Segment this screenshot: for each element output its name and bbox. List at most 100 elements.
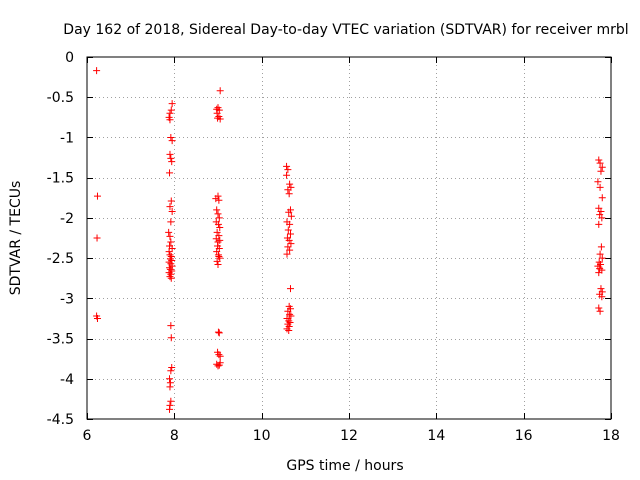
data-point	[93, 67, 101, 75]
data-point	[285, 236, 293, 244]
data-point	[214, 261, 222, 269]
y-tick-label: -2	[60, 211, 74, 227]
x-tick-label: 14	[427, 428, 445, 444]
y-tick-label: -2.5	[47, 251, 74, 267]
data-point	[283, 162, 291, 170]
data-point	[287, 312, 295, 320]
data-point	[167, 274, 175, 282]
data-point	[284, 243, 292, 251]
data-point	[213, 228, 221, 236]
data-point	[595, 220, 603, 228]
grid-lines	[87, 57, 611, 419]
data-point	[215, 214, 223, 222]
data-point	[286, 285, 294, 293]
data-point	[597, 243, 605, 251]
data-point	[286, 310, 294, 318]
data-point	[167, 133, 175, 141]
data-point	[596, 159, 604, 167]
data-point	[213, 206, 221, 214]
x-tick-label: 12	[340, 428, 358, 444]
data-point	[595, 156, 603, 164]
data-point	[594, 178, 602, 186]
data-point	[167, 238, 175, 246]
data-point	[214, 210, 222, 218]
data-point	[597, 207, 605, 215]
data-point	[165, 228, 173, 236]
data-point	[216, 359, 224, 367]
data-point	[93, 314, 101, 322]
data-point	[598, 163, 606, 171]
data-point	[284, 186, 292, 194]
data-point	[216, 87, 224, 95]
data-point	[216, 352, 224, 360]
x-tick-label: 16	[515, 428, 533, 444]
data-point	[168, 158, 176, 166]
data-point	[285, 208, 293, 216]
data-point	[93, 234, 101, 242]
data-point	[283, 325, 291, 333]
data-point	[214, 328, 222, 336]
data-point	[597, 167, 605, 175]
data-point	[284, 226, 292, 234]
x-axis-label: GPS time / hours	[286, 458, 403, 474]
data-point	[212, 235, 220, 243]
x-tick-label: 10	[253, 428, 271, 444]
data-point	[216, 236, 224, 244]
data-point	[595, 304, 603, 312]
data-point	[166, 273, 174, 281]
data-point	[283, 250, 291, 258]
data-point	[214, 192, 222, 200]
data-point	[168, 207, 176, 215]
data-point	[598, 293, 606, 301]
data-point	[285, 190, 293, 198]
x-tick-label: 8	[170, 428, 179, 444]
data-point	[166, 109, 174, 117]
y-tick-label: -3	[60, 291, 74, 307]
y-tick-label: -3.5	[47, 332, 74, 348]
data-point	[286, 180, 294, 188]
y-tick-label: -4	[60, 372, 74, 388]
data-point	[165, 269, 173, 277]
data-point	[283, 171, 291, 179]
data-point	[166, 203, 174, 211]
data-point	[286, 220, 294, 228]
data-point	[598, 254, 606, 262]
data-point	[167, 322, 175, 330]
data-point	[284, 166, 292, 174]
data-point	[287, 212, 295, 220]
data-point	[214, 220, 222, 228]
data-point	[598, 194, 606, 202]
data-point	[215, 253, 223, 261]
data-point	[168, 244, 176, 252]
data-point	[287, 240, 295, 248]
y-tick-label: -0.5	[47, 90, 74, 106]
data-point	[598, 214, 606, 222]
data-point	[166, 232, 174, 240]
data-point	[213, 257, 221, 265]
axis-ticks: 6 8 10 12 14 16 18 0 -0.5 -1 -1.5 -2 -2.5 -3 -3.5 -4 -4.…	[47, 50, 620, 444]
data-point	[167, 367, 175, 375]
data-point	[596, 183, 604, 191]
x-tick-label: 18	[602, 428, 620, 444]
data-point	[596, 307, 604, 315]
data-point	[284, 307, 292, 315]
data-point	[166, 375, 174, 383]
data-point	[166, 116, 174, 124]
x-tick-label: 6	[83, 428, 92, 444]
data-point	[168, 364, 176, 372]
data-point	[596, 250, 604, 258]
data-point	[93, 192, 101, 200]
data-points	[93, 67, 606, 413]
data-point	[166, 169, 174, 177]
data-point	[215, 196, 223, 204]
data-point	[167, 334, 175, 342]
data-point	[167, 397, 175, 405]
data-point	[215, 329, 223, 337]
data-point	[595, 269, 603, 277]
data-point	[286, 230, 294, 238]
data-point	[166, 383, 174, 391]
data-point	[167, 154, 175, 162]
data-point	[168, 137, 176, 145]
data-point	[216, 224, 224, 232]
data-point	[286, 246, 294, 254]
